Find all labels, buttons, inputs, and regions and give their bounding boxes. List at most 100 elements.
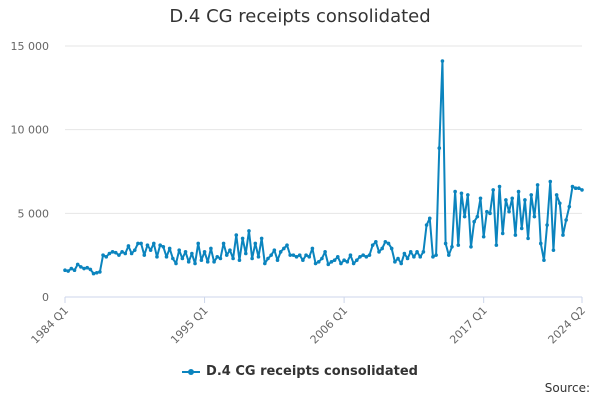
- data-point[interactable]: [139, 241, 143, 246]
- data-point[interactable]: [253, 241, 258, 246]
- data-point[interactable]: [224, 253, 229, 257]
- data-point[interactable]: [98, 270, 102, 274]
- data-point[interactable]: [301, 258, 305, 262]
- data-point[interactable]: [228, 248, 232, 252]
- data-point[interactable]: [202, 250, 207, 254]
- data-point[interactable]: [488, 211, 492, 216]
- data-point[interactable]: [161, 245, 166, 249]
- data-point[interactable]: [472, 219, 476, 224]
- data-point[interactable]: [507, 209, 511, 214]
- data-point[interactable]: [529, 193, 534, 197]
- data-point[interactable]: [155, 255, 159, 259]
- data-point[interactable]: [570, 184, 575, 189]
- data-point[interactable]: [180, 256, 185, 261]
- data-point[interactable]: [320, 256, 324, 261]
- data-point[interactable]: [561, 233, 565, 237]
- data-point[interactable]: [577, 186, 581, 191]
- data-point[interactable]: [145, 243, 150, 247]
- data-point[interactable]: [282, 246, 286, 251]
- data-point[interactable]: [294, 255, 299, 259]
- data-point[interactable]: [221, 241, 226, 246]
- data-point[interactable]: [199, 258, 204, 262]
- data-point[interactable]: [475, 214, 480, 219]
- data-point[interactable]: [72, 268, 77, 273]
- data-point[interactable]: [580, 188, 584, 192]
- data-point[interactable]: [148, 248, 153, 252]
- data-point[interactable]: [164, 255, 169, 259]
- data-point[interactable]: [316, 260, 321, 264]
- data-point[interactable]: [104, 255, 109, 259]
- data-point[interactable]: [443, 241, 448, 246]
- data-point[interactable]: [63, 268, 67, 273]
- data-point[interactable]: [478, 196, 483, 201]
- data-point[interactable]: [158, 243, 162, 247]
- data-point[interactable]: [129, 251, 134, 256]
- data-point[interactable]: [209, 246, 213, 251]
- data-point[interactable]: [504, 198, 508, 202]
- data-point[interactable]: [212, 260, 216, 264]
- data-point[interactable]: [510, 196, 515, 201]
- data-point[interactable]: [310, 246, 315, 251]
- data-point[interactable]: [459, 191, 464, 196]
- data-point[interactable]: [535, 183, 540, 187]
- data-point[interactable]: [110, 250, 115, 254]
- data-point[interactable]: [554, 193, 559, 197]
- data-point[interactable]: [91, 271, 96, 276]
- data-point[interactable]: [497, 184, 502, 189]
- data-point[interactable]: [117, 253, 121, 257]
- data-point[interactable]: [538, 241, 543, 246]
- data-point[interactable]: [297, 253, 302, 257]
- data-point[interactable]: [440, 59, 445, 63]
- data-point[interactable]: [231, 256, 235, 261]
- data-point[interactable]: [332, 258, 337, 262]
- data-point[interactable]: [374, 239, 378, 244]
- data-point[interactable]: [523, 198, 527, 202]
- data-point[interactable]: [304, 253, 308, 257]
- data-point[interactable]: [196, 241, 201, 246]
- data-point[interactable]: [386, 241, 391, 246]
- data-point[interactable]: [351, 261, 356, 266]
- data-point[interactable]: [551, 248, 556, 252]
- data-point[interactable]: [450, 245, 454, 249]
- data-point[interactable]: [405, 256, 410, 261]
- data-point[interactable]: [446, 253, 451, 257]
- data-point[interactable]: [399, 261, 404, 266]
- data-point[interactable]: [418, 255, 423, 259]
- data-point[interactable]: [462, 214, 467, 219]
- data-point[interactable]: [113, 250, 118, 255]
- data-point[interactable]: [548, 179, 553, 184]
- data-point[interactable]: [380, 246, 384, 251]
- legend[interactable]: D.4 CG receipts consolidated: [0, 364, 600, 379]
- data-point[interactable]: [326, 262, 331, 267]
- data-point[interactable]: [358, 255, 362, 259]
- data-point[interactable]: [190, 251, 194, 256]
- data-point[interactable]: [513, 233, 518, 237]
- data-point[interactable]: [278, 250, 283, 254]
- data-point[interactable]: [424, 223, 429, 227]
- data-point[interactable]: [186, 260, 191, 264]
- data-point[interactable]: [123, 251, 128, 256]
- data-point[interactable]: [361, 253, 365, 257]
- data-point[interactable]: [434, 253, 438, 257]
- data-point[interactable]: [377, 250, 381, 254]
- data-point[interactable]: [285, 243, 289, 247]
- data-point[interactable]: [485, 209, 489, 214]
- data-point[interactable]: [558, 201, 562, 206]
- data-point[interactable]: [542, 258, 546, 262]
- data-point[interactable]: [335, 255, 340, 259]
- data-point[interactable]: [421, 250, 426, 254]
- data-point[interactable]: [79, 265, 83, 269]
- data-point[interactable]: [177, 248, 181, 252]
- data-point[interactable]: [142, 253, 147, 257]
- data-point[interactable]: [323, 250, 327, 254]
- data-point[interactable]: [174, 261, 178, 266]
- data-point[interactable]: [329, 260, 334, 264]
- data-point[interactable]: [88, 267, 93, 272]
- data-point[interactable]: [456, 243, 461, 247]
- data-point[interactable]: [519, 226, 524, 231]
- data-point[interactable]: [94, 270, 99, 275]
- data-point[interactable]: [288, 253, 293, 257]
- data-point[interactable]: [234, 233, 239, 237]
- data-point[interactable]: [101, 253, 105, 257]
- data-point[interactable]: [66, 269, 70, 273]
